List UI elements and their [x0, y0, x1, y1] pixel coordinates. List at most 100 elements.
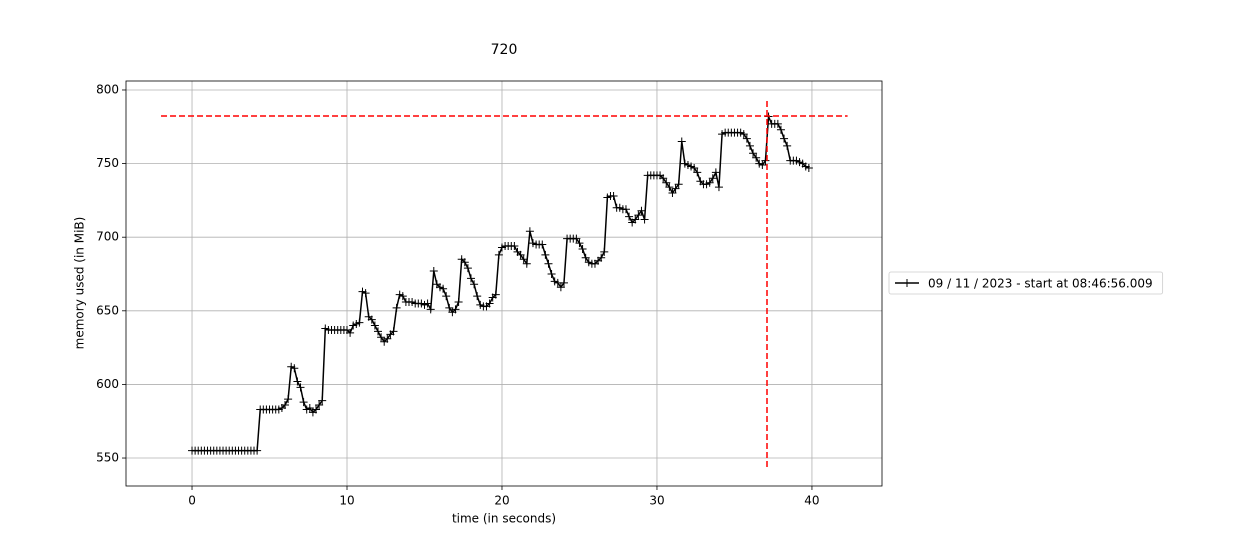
- data-point: [674, 180, 683, 189]
- data-point: [783, 141, 792, 150]
- data-point: [659, 174, 668, 183]
- plot-frame: [125, 80, 883, 487]
- data-point: [374, 327, 382, 336]
- x-tick-label: 10: [339, 494, 354, 508]
- data-point: [559, 278, 568, 287]
- data-point: [423, 299, 432, 308]
- data-point: [544, 259, 553, 268]
- data-point: [516, 250, 525, 259]
- data-point: [671, 184, 680, 193]
- data-point: [631, 215, 640, 224]
- data-point: [541, 250, 550, 259]
- y-axis-label: memory used (in MiB): [73, 217, 87, 350]
- data-point: [299, 398, 308, 407]
- data-point: [761, 156, 770, 165]
- data-point: [752, 153, 761, 162]
- data-point: [640, 215, 649, 224]
- data-point: [804, 164, 813, 173]
- data-point: [708, 174, 717, 183]
- data-point: [361, 289, 370, 298]
- data-point: [665, 183, 674, 192]
- legend: 09 / 11 / 2023 - start at 08:46:56.009: [888, 271, 1164, 295]
- data-point: [355, 318, 364, 327]
- data-point: [705, 178, 714, 187]
- data-point: [442, 292, 451, 301]
- data-point: [312, 405, 321, 414]
- data-point: [742, 134, 751, 143]
- x-tick-label: 30: [649, 494, 664, 508]
- y-tick-label: 800: [96, 82, 119, 96]
- data-point: [318, 396, 327, 405]
- x-tick-label: 40: [804, 494, 819, 508]
- chart-title: 720: [491, 42, 518, 58]
- data-point: [451, 305, 460, 314]
- legend-box: [888, 271, 1164, 295]
- data-point: [773, 119, 782, 128]
- y-tick-label: 750: [96, 156, 119, 170]
- data-point: [637, 206, 646, 215]
- data-point: [398, 292, 407, 301]
- data-point: [370, 321, 379, 330]
- data-point: [572, 234, 581, 243]
- data-point: [439, 284, 448, 293]
- data-point: [538, 240, 547, 249]
- data-point: [470, 280, 479, 289]
- data-point: [510, 242, 519, 251]
- data-point: [780, 134, 789, 143]
- data-point: [690, 164, 699, 173]
- data-point: [597, 253, 606, 262]
- data-point: [367, 315, 376, 324]
- data-point: [392, 303, 401, 312]
- data-point: [776, 125, 785, 134]
- legend-label: 09 / 11 / 2023 - start at 08:46:56.009: [928, 277, 1153, 291]
- data-point: [693, 168, 702, 177]
- y-tick-label: 700: [96, 230, 119, 244]
- data-point: [290, 364, 299, 373]
- data-point: [491, 290, 500, 299]
- data-point: [758, 161, 767, 170]
- data-point: [525, 227, 534, 236]
- data-point: [714, 183, 723, 192]
- data-point: [621, 205, 630, 214]
- data-point: [485, 299, 494, 308]
- data-point: [578, 244, 587, 253]
- legend-marker: [903, 279, 911, 287]
- data-point: [581, 253, 590, 262]
- data-point: [293, 377, 302, 386]
- x-tick-label: 0: [188, 494, 196, 508]
- data-point: [346, 328, 355, 337]
- data-point: [284, 395, 293, 404]
- data-point: [677, 137, 686, 146]
- data-point: [634, 211, 643, 220]
- x-axis-label: time (in seconds): [452, 512, 556, 526]
- data-point: [429, 267, 438, 276]
- data-line: [192, 116, 810, 452]
- data-point: [739, 130, 748, 139]
- data-point: [426, 305, 435, 314]
- data-point: [625, 212, 634, 221]
- data-point: [609, 191, 618, 200]
- data-point: [383, 334, 392, 343]
- data-point: [466, 274, 475, 283]
- data-point: [377, 333, 386, 342]
- data-point: [454, 297, 463, 306]
- data-point: [600, 247, 609, 256]
- data-point: [547, 270, 556, 279]
- data-point: [749, 149, 758, 158]
- x-tick-label: 20: [494, 494, 509, 508]
- data-point: [745, 141, 754, 150]
- data-point: [315, 401, 324, 410]
- data-point: [305, 403, 314, 412]
- data-point: [575, 239, 584, 248]
- data-point: [668, 189, 677, 198]
- data-point: [522, 259, 531, 268]
- data-point: [519, 255, 528, 264]
- data-point: [556, 283, 565, 292]
- data-point: [281, 401, 290, 410]
- data-point: [662, 178, 671, 187]
- data-point: [463, 264, 472, 273]
- y-tick-label: 650: [96, 303, 119, 317]
- y-tick-label: 600: [96, 377, 119, 391]
- data-point: [473, 292, 482, 301]
